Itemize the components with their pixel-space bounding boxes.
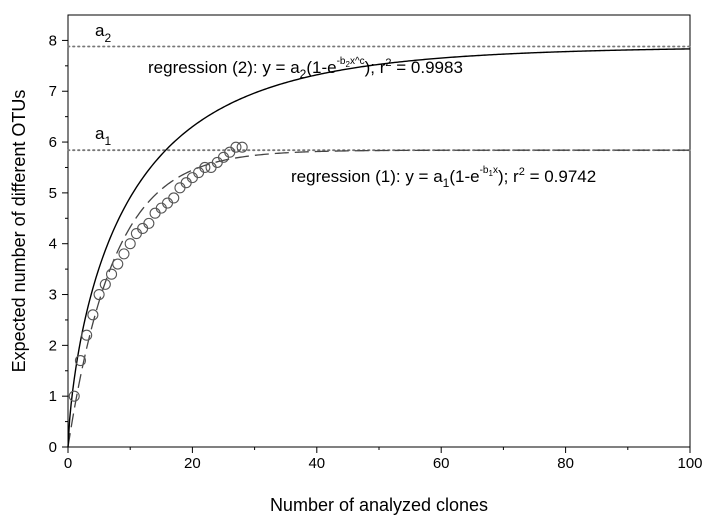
observed-point xyxy=(99,278,111,290)
observed-point xyxy=(130,227,142,240)
observed-point xyxy=(155,202,167,214)
y-tick-label-5: 5 xyxy=(49,185,57,202)
x-tick-label-0: 0 xyxy=(64,455,72,472)
regression-2-curve xyxy=(67,48,691,448)
observed-point xyxy=(174,182,186,194)
y-axis: 0 1 2 3 4 5 6 7 8 xyxy=(49,32,68,456)
observed-point xyxy=(168,192,180,204)
observed-point xyxy=(143,217,155,229)
asymptote-label-a2: a2 xyxy=(95,21,111,45)
observed-point xyxy=(193,167,205,179)
y-tick-label-0: 0 xyxy=(49,439,57,456)
observed-point xyxy=(93,288,105,301)
x-tick-label-60: 60 xyxy=(433,455,450,472)
observed-point xyxy=(68,390,80,402)
plot-frame xyxy=(67,14,691,448)
observed-point xyxy=(87,309,99,321)
observed-point xyxy=(199,161,211,174)
point-layer xyxy=(68,141,248,402)
regression-1-equation: regression (1): y = a1(1-e-b1x); r2 = 0.… xyxy=(291,165,596,190)
observed-point xyxy=(224,146,236,158)
regression-2-equation: regression (2): y = a2(1-e-b2x^c); r2 = … xyxy=(148,56,463,81)
observed-point xyxy=(180,177,192,189)
y-tick-label-3: 3 xyxy=(49,287,57,304)
x-tick-label-40: 40 xyxy=(308,455,325,472)
observed-point xyxy=(236,141,248,153)
y-tick-label-7: 7 xyxy=(49,83,57,100)
asymptote-label-a1: a1 xyxy=(95,124,111,148)
observed-point xyxy=(186,172,198,184)
observed-point xyxy=(124,238,136,250)
observed-point xyxy=(81,329,93,341)
observed-point xyxy=(74,355,86,367)
regression-1-curve xyxy=(67,149,690,448)
y-tick-label-4: 4 xyxy=(49,236,57,253)
observed-point xyxy=(149,207,161,219)
x-axis-title: Number of analyzed clones xyxy=(270,495,488,515)
x-tick-label-20: 20 xyxy=(184,455,201,472)
x-tick-label-100: 100 xyxy=(677,455,702,472)
y-tick-label-8: 8 xyxy=(49,32,57,49)
y-tick-label-6: 6 xyxy=(49,134,57,151)
x-tick-label-80: 80 xyxy=(557,455,574,472)
y-tick-label-2: 2 xyxy=(49,337,57,354)
observed-point xyxy=(230,141,242,153)
observed-point xyxy=(161,197,174,209)
observed-point xyxy=(205,161,217,174)
y-axis-title: Expected number of different OTUs xyxy=(9,90,29,373)
x-axis: 0 20 40 60 80 100 xyxy=(64,447,703,472)
observed-point xyxy=(137,222,149,235)
observed-point xyxy=(105,268,118,280)
observed-point xyxy=(118,248,130,260)
curve-layer xyxy=(67,48,691,448)
y-tick-label-1: 1 xyxy=(49,388,57,405)
observed-point xyxy=(112,258,124,270)
